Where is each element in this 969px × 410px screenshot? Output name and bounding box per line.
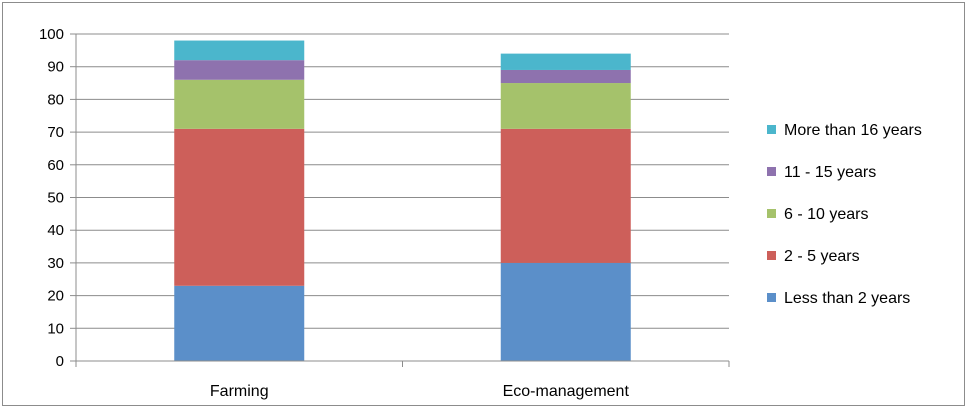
legend-label: 2 - 5 years <box>784 248 860 265</box>
y-tick-label: 30 <box>47 255 64 272</box>
x-axis: Farming Eco-management <box>75 360 730 400</box>
y-tick-label: 90 <box>47 59 64 76</box>
legend-label: 6 - 10 years <box>784 206 868 223</box>
legend-swatch <box>767 293 776 302</box>
bar-segment <box>174 79 305 129</box>
legend-label: More than 16 years <box>784 122 922 139</box>
legend-label: 11 - 15 years <box>784 164 876 181</box>
legend-swatch <box>767 251 776 260</box>
bars <box>174 40 631 361</box>
bar-segment <box>174 60 305 80</box>
y-tick-label: 0 <box>56 353 64 370</box>
legend-label: Less than 2 years <box>784 290 910 307</box>
y-tick-label: 20 <box>47 288 64 305</box>
bar-segment <box>500 83 631 129</box>
legend-swatch <box>767 209 776 218</box>
legend: More than 16 years 11 - 15 years 6 - 10 ye… <box>767 122 922 307</box>
y-tick-label: 50 <box>47 190 64 207</box>
y-axis: 0 10 20 30 40 50 60 70 80 90 100 <box>39 26 77 370</box>
y-tick-label: 40 <box>47 222 64 239</box>
x-category-label: Farming <box>210 383 269 400</box>
y-tick-label: 80 <box>47 91 64 108</box>
bar-segment <box>174 40 305 61</box>
bar-segment <box>500 128 631 263</box>
bar-segment <box>500 262 631 361</box>
bar-segment <box>174 285 305 361</box>
bar-segment <box>174 128 305 286</box>
y-tick-label: 10 <box>47 320 64 337</box>
y-tick-label: 60 <box>47 157 64 174</box>
legend-swatch <box>767 125 776 134</box>
chart-frame <box>2 2 965 406</box>
legend-swatch <box>767 167 776 176</box>
gridlines <box>76 33 729 329</box>
bar-segment <box>500 53 631 70</box>
y-tick-label: 70 <box>47 124 64 141</box>
bar-segment <box>500 69 631 84</box>
x-category-label: Eco-management <box>503 383 630 400</box>
y-tick-label: 100 <box>39 26 64 43</box>
